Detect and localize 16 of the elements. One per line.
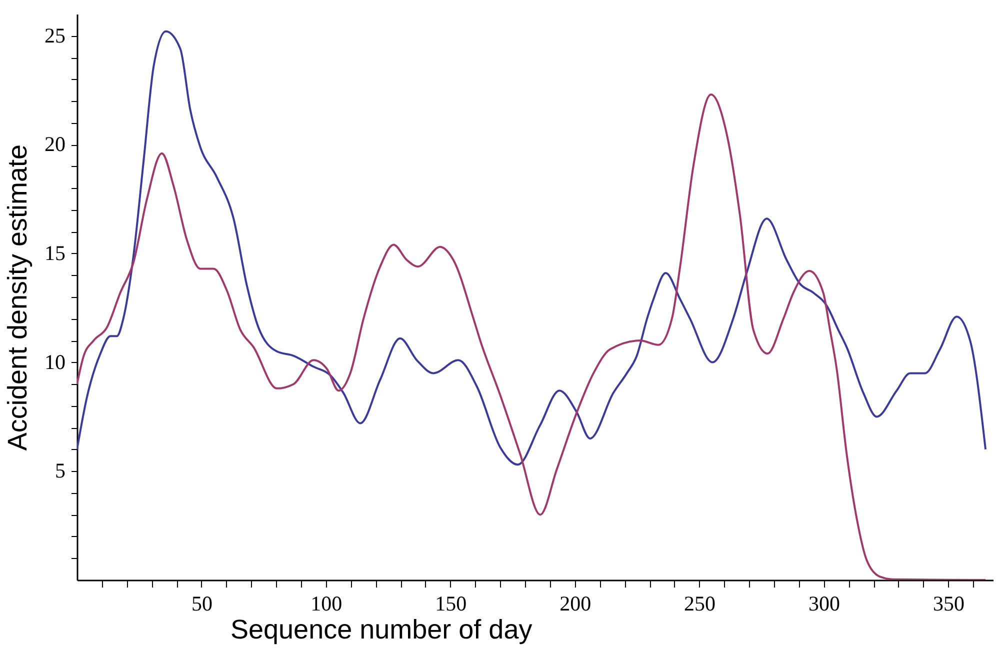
y-tick-label: 5 [55, 458, 66, 483]
y-tick-label: 15 [44, 240, 66, 265]
x-tick-label: 100 [310, 592, 342, 616]
x-tick-label: 200 [560, 592, 592, 616]
x-tick-label: 350 [932, 592, 964, 616]
y-tick-label: 25 [44, 23, 66, 48]
x-tick-label: 150 [435, 592, 467, 616]
y-tick-label: 20 [44, 132, 66, 156]
x-tick-label: 50 [191, 592, 212, 616]
y-axis-title: Accident density estimate [2, 144, 32, 451]
x-tick-label: 250 [684, 592, 716, 616]
y-tick-label: 10 [44, 350, 66, 374]
x-axis-title: Sequence number of day [230, 614, 533, 644]
line-series [77, 30, 987, 466]
line-series [77, 94, 987, 580]
x-tick-label: 300 [808, 592, 840, 616]
